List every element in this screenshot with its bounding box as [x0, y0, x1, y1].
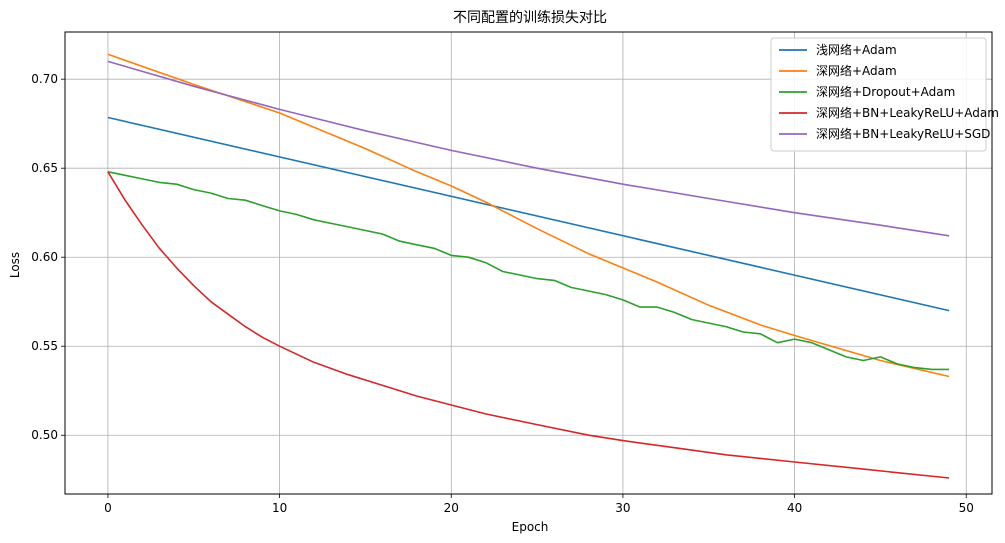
legend-label: 深网络+Adam	[816, 63, 897, 78]
y-tick-label: 0.65	[31, 161, 58, 175]
axis-ticks: 0 10 20 30 40 50 0.50 0.55 0.60 0.65 0.70	[31, 72, 974, 515]
x-tick-label: 50	[959, 501, 974, 515]
series-group	[107, 53, 950, 479]
x-axis-title: Epoch	[512, 520, 549, 534]
series-line-3	[107, 171, 950, 371]
x-tick-label: 0	[104, 501, 112, 515]
plot-frame	[64, 31, 993, 495]
x-tick-label: 30	[615, 501, 630, 515]
y-axis-title: Loss	[8, 252, 22, 278]
chart-title: 不同配置的训练损失对比	[453, 10, 607, 26]
x-tick-label: 40	[787, 501, 802, 515]
legend-box	[770, 37, 987, 152]
series-line-5	[107, 60, 950, 237]
legend-label: 深网络+Dropout+Adam	[816, 84, 955, 99]
y-tick-label: 0.60	[31, 250, 58, 264]
legend-label: 深网络+BN+LeakyReLU+Adam	[816, 105, 999, 120]
x-tick-label: 10	[272, 501, 287, 515]
legend-label: 浅网络+Adam	[816, 42, 897, 57]
series-line-1	[107, 116, 950, 312]
legend: 浅网络+Adam 深网络+Adam 深网络+Dropout+Adam 深网络+BN+L…	[770, 37, 999, 152]
x-tick-label: 20	[444, 501, 459, 515]
series-line-4	[107, 171, 950, 479]
y-tick-label: 0.55	[31, 339, 58, 353]
y-tick-label: 0.70	[31, 72, 58, 86]
series-line-2	[107, 53, 950, 378]
y-tick-label: 0.50	[31, 428, 58, 442]
legend-label: 深网络+BN+LeakyReLU+SGD	[816, 126, 990, 141]
